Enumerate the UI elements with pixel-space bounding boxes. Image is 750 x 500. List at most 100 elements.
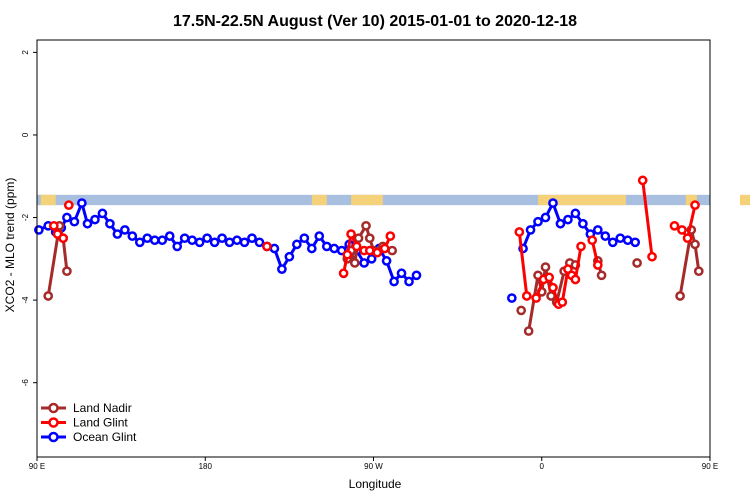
data-point bbox=[217, 233, 227, 244]
data-point bbox=[548, 282, 558, 293]
data-point bbox=[364, 233, 375, 244]
y-tick-label: 2 bbox=[21, 50, 30, 55]
data-point bbox=[134, 237, 145, 248]
data-point bbox=[48, 220, 59, 231]
data-point bbox=[187, 235, 198, 246]
data-point bbox=[142, 233, 153, 244]
data-point bbox=[202, 233, 212, 244]
data-point bbox=[90, 214, 100, 225]
data-point bbox=[675, 291, 685, 301]
data-point bbox=[570, 208, 581, 219]
data-point bbox=[361, 220, 371, 231]
data-point bbox=[277, 264, 287, 274]
data-point bbox=[576, 241, 586, 252]
land-region bbox=[739, 194, 750, 206]
data-point bbox=[97, 208, 108, 219]
legend-marker bbox=[48, 431, 59, 443]
legend-label: Ocean Glint bbox=[73, 430, 137, 444]
data-point bbox=[82, 218, 93, 229]
data-point bbox=[637, 175, 648, 186]
data-point bbox=[570, 274, 581, 285]
data-point bbox=[523, 326, 534, 336]
series-line bbox=[517, 231, 529, 297]
data-point bbox=[548, 198, 558, 208]
data-point bbox=[387, 245, 398, 256]
data-point bbox=[411, 270, 422, 281]
data-point bbox=[615, 233, 626, 244]
legend-marker bbox=[48, 417, 59, 428]
data-point bbox=[366, 253, 377, 264]
data-point bbox=[555, 218, 566, 229]
land-region bbox=[40, 194, 56, 206]
data-point bbox=[600, 231, 611, 241]
y-tick-label: -4 bbox=[21, 296, 30, 304]
data-point bbox=[540, 262, 551, 272]
chart-title: 17.5N-22.5N August (Ver 10) 2015-01-01 t… bbox=[173, 13, 577, 30]
legend-item: Land Glint bbox=[41, 416, 128, 430]
data-point bbox=[69, 216, 80, 227]
data-point bbox=[607, 237, 618, 248]
data-point bbox=[179, 233, 190, 244]
data-point bbox=[379, 243, 390, 254]
data-point bbox=[329, 243, 340, 254]
data-point bbox=[346, 229, 356, 239]
x-axis-label: Longitude bbox=[349, 477, 402, 491]
land-region bbox=[351, 194, 383, 206]
series-ocean-glint bbox=[34, 198, 641, 303]
data-point bbox=[359, 258, 370, 268]
data-point bbox=[58, 233, 69, 244]
data-point bbox=[396, 268, 407, 279]
data-point bbox=[404, 276, 414, 287]
data-point bbox=[164, 231, 175, 241]
x-tick-label: 90 E bbox=[702, 462, 718, 471]
data-point bbox=[262, 241, 272, 252]
x-tick-label: 180 bbox=[199, 462, 213, 471]
data-point bbox=[149, 235, 160, 246]
data-point bbox=[533, 216, 543, 227]
data-point bbox=[105, 218, 115, 229]
data-point bbox=[172, 241, 183, 252]
data-point bbox=[364, 245, 375, 256]
data-point bbox=[194, 237, 205, 248]
data-point bbox=[120, 225, 130, 235]
data-point bbox=[563, 214, 573, 225]
land-region bbox=[685, 194, 697, 206]
data-point bbox=[693, 266, 704, 277]
data-point bbox=[349, 258, 360, 268]
legend-label: Land Nadir bbox=[73, 401, 132, 415]
data-point bbox=[127, 231, 138, 241]
data-point bbox=[630, 237, 641, 248]
data-point bbox=[506, 293, 517, 303]
data-point bbox=[353, 233, 364, 244]
data-point bbox=[284, 251, 295, 262]
data-point bbox=[254, 237, 265, 248]
data-point bbox=[62, 266, 72, 277]
data-point bbox=[514, 227, 525, 237]
data-point bbox=[372, 247, 383, 258]
data-point bbox=[314, 231, 325, 241]
data-point bbox=[385, 231, 396, 241]
data-point bbox=[247, 233, 257, 244]
data-point bbox=[63, 200, 74, 210]
land-region bbox=[311, 194, 327, 206]
data-point bbox=[62, 212, 72, 223]
series-land-glint bbox=[48, 175, 700, 310]
data-point bbox=[525, 225, 536, 235]
data-point bbox=[578, 218, 588, 229]
data-point bbox=[622, 235, 633, 246]
series-line bbox=[678, 229, 701, 297]
data-point bbox=[321, 241, 332, 252]
data-point bbox=[292, 239, 302, 250]
data-point bbox=[592, 260, 603, 270]
data-point bbox=[43, 291, 54, 301]
data-point bbox=[77, 198, 87, 208]
legend-label: Land Glint bbox=[73, 416, 128, 430]
data-point bbox=[239, 237, 250, 248]
data-point bbox=[224, 237, 235, 248]
data-point bbox=[647, 251, 657, 262]
y-tick-label: 0 bbox=[21, 132, 30, 137]
y-tick-label: -6 bbox=[21, 379, 30, 387]
data-point bbox=[690, 239, 700, 250]
data-point bbox=[299, 233, 310, 244]
